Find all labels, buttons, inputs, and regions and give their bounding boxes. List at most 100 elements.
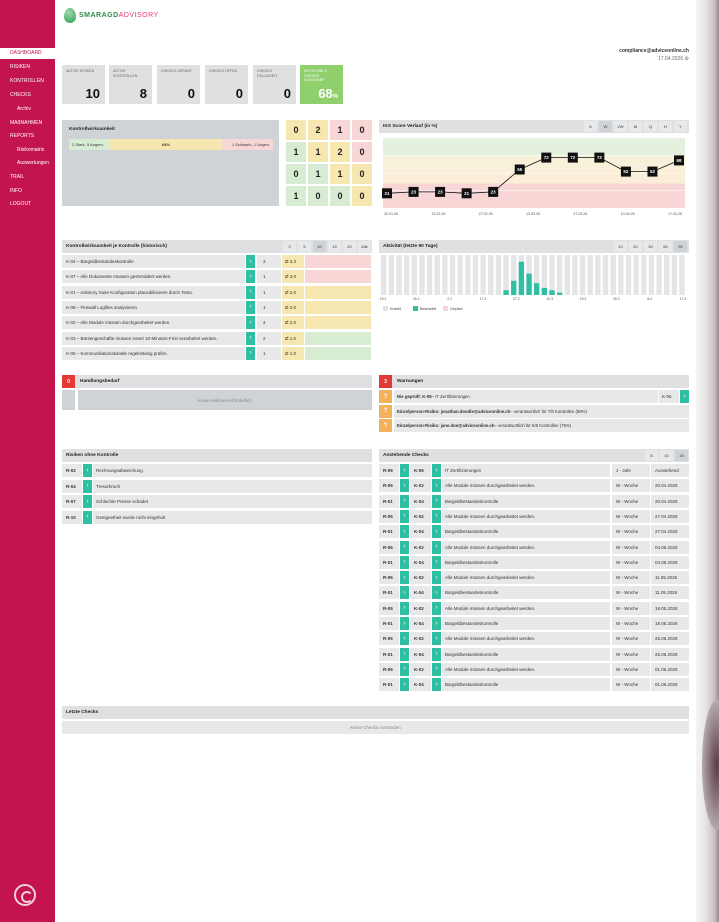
- nav-info[interactable]: INFO: [10, 188, 22, 194]
- matrix-cell[interactable]: 0: [352, 142, 372, 162]
- score-point[interactable]: [567, 152, 578, 163]
- chevron-right-icon[interactable]: ›: [432, 540, 441, 554]
- check-name[interactable]: Bargeldbestandeskontrolle: [442, 586, 610, 600]
- chevron-right-icon[interactable]: ›: [246, 316, 255, 330]
- warning-row[interactable]: Nie geprüft: K-06 – IT Zertifizierungen: [394, 390, 658, 403]
- kontroll-hist-row[interactable]: K-03 – Börsengeschäfte müssen innert 10-…: [62, 331, 245, 345]
- score-point[interactable]: [674, 155, 684, 166]
- kpi-card[interactable]: AKTIVE RISIKEN 10: [62, 65, 105, 104]
- chevron-right-icon[interactable]: ›: [432, 647, 441, 661]
- chevron-right-icon[interactable]: ›: [432, 662, 441, 676]
- check-name[interactable]: Bargeldbestandeskontrolle: [442, 617, 610, 630]
- activity-bar[interactable]: [556, 292, 563, 295]
- user-email[interactable]: compliance@adviceonline.ch: [619, 48, 689, 54]
- history-range-tab[interactable]: 3: [283, 241, 296, 252]
- kontroll-hist-row[interactable]: K-02 – Alle Module müssen durchgearbeite…: [62, 316, 245, 330]
- matrix-cell[interactable]: 1: [286, 186, 306, 206]
- chevron-right-icon[interactable]: ›: [432, 617, 441, 630]
- score-point[interactable]: [594, 152, 605, 163]
- matrix-cell[interactable]: 0: [286, 164, 306, 184]
- score-point[interactable]: [541, 152, 552, 163]
- nav-kontrollen[interactable]: KONTROLLEN: [10, 78, 44, 84]
- activity-bar[interactable]: [511, 280, 517, 295]
- matrix-cell[interactable]: 2: [308, 120, 328, 140]
- risk-name[interactable]: Tresorbruch: [93, 479, 372, 493]
- check-name[interactable]: Alle Module müssen durchgearbeitet werde…: [442, 662, 610, 676]
- chevron-right-icon[interactable]: ›: [83, 479, 92, 493]
- check-name[interactable]: Bargeldbestandeskontrolle: [442, 494, 610, 508]
- activity-bar[interactable]: [526, 273, 532, 295]
- nav-risiken[interactable]: RISIKEN: [10, 64, 31, 70]
- score-point[interactable]: [488, 186, 499, 197]
- matrix-cell[interactable]: 1: [286, 142, 306, 162]
- chevron-right-icon[interactable]: ›: [432, 632, 441, 646]
- anstehend-count-tab[interactable]: 15: [675, 450, 688, 461]
- anstehend-count-tab[interactable]: 5: [645, 450, 658, 461]
- nav-risikomatrix[interactable]: Risikomatrix: [17, 147, 45, 153]
- check-name[interactable]: Bargeldbestandeskontrolle: [442, 525, 610, 539]
- activity-range-tab[interactable]: 90: [674, 241, 687, 252]
- check-name[interactable]: Bargeldbestandeskontrolle: [442, 555, 610, 569]
- history-range-tab[interactable]: 15: [328, 241, 341, 252]
- activity-range-tab[interactable]: 60: [659, 241, 672, 252]
- score-point[interactable]: [647, 166, 658, 177]
- history-range-tab[interactable]: 10: [313, 241, 326, 252]
- nav-logout[interactable]: LOGOUT: [10, 201, 32, 207]
- chevron-right-icon[interactable]: ›: [432, 509, 441, 523]
- chevron-right-icon[interactable]: ›: [400, 617, 409, 630]
- chevron-right-icon[interactable]: ›: [432, 464, 441, 477]
- chevron-right-icon[interactable]: ›: [400, 555, 409, 569]
- score-point[interactable]: [435, 186, 446, 197]
- kpi-card[interactable]: IKS SCORE 3 CHECKS DURCHGEF 68%: [300, 65, 343, 104]
- chevron-right-icon[interactable]: ›: [246, 346, 255, 360]
- warning-row[interactable]: Einzelperson-Risiko: jonathan.doodle@adv…: [394, 404, 689, 418]
- activity-bar[interactable]: [503, 290, 509, 295]
- chevron-right-icon[interactable]: ›: [400, 494, 409, 508]
- check-name[interactable]: Alle Module müssen durchgearbeitet werde…: [442, 479, 610, 493]
- activity-bar[interactable]: [518, 261, 525, 295]
- check-name[interactable]: Bargeldbestandeskontrolle: [442, 678, 610, 692]
- chevron-right-icon[interactable]: ›: [83, 510, 92, 524]
- activity-range-tab[interactable]: 10: [614, 241, 627, 252]
- chevron-right-icon[interactable]: ›: [400, 464, 409, 477]
- check-name[interactable]: Alle Module müssen durchgearbeitet werde…: [442, 632, 610, 646]
- chevron-right-icon[interactable]: ›: [400, 525, 409, 539]
- matrix-cell[interactable]: 1: [308, 164, 328, 184]
- matrix-cell[interactable]: 1: [308, 142, 328, 162]
- iks-range-tab[interactable]: 2W: [614, 121, 627, 132]
- kpi-card[interactable]: CHECKS OFFEN 0: [205, 65, 248, 104]
- chevron-right-icon[interactable]: ›: [432, 571, 441, 585]
- kpi-card[interactable]: CHECKS GERANT 0: [157, 65, 200, 104]
- chevron-right-icon[interactable]: ›: [680, 390, 689, 403]
- kontroll-hist-row[interactable]: K-08 – Firewall Logfiles analysieren: [62, 300, 245, 314]
- chevron-right-icon[interactable]: ›: [400, 509, 409, 523]
- matrix-cell[interactable]: 0: [330, 186, 350, 206]
- iks-range-tab[interactable]: Q: [644, 121, 657, 132]
- chevron-right-icon[interactable]: ›: [400, 586, 409, 600]
- score-point[interactable]: [382, 188, 392, 199]
- chevron-right-icon[interactable]: ›: [400, 571, 409, 585]
- chevron-right-icon[interactable]: ›: [83, 464, 92, 477]
- iks-range-tab[interactable]: 6: [584, 121, 597, 132]
- history-range-tab[interactable]: 20: [343, 241, 356, 252]
- nav-massnahmen[interactable]: MAßNAHMEN: [10, 120, 43, 126]
- risk-name[interactable]: Geeignetheit wurde nicht eingeholt: [93, 510, 372, 524]
- chevron-right-icon[interactable]: ›: [400, 662, 409, 676]
- check-name[interactable]: Alle Module müssen durchgearbeitet werde…: [442, 601, 610, 615]
- chevron-right-icon[interactable]: ›: [432, 555, 441, 569]
- chevron-right-icon[interactable]: ›: [432, 494, 441, 508]
- chevron-right-icon[interactable]: ›: [400, 540, 409, 554]
- matrix-cell[interactable]: 0: [308, 186, 328, 206]
- matrix-cell[interactable]: 2: [330, 142, 350, 162]
- iks-range-tab[interactable]: M: [629, 121, 642, 132]
- check-name[interactable]: Alle Module müssen durchgearbeitet werde…: [442, 540, 610, 554]
- chevron-right-icon[interactable]: ›: [400, 632, 409, 646]
- matrix-cell[interactable]: 0: [352, 164, 372, 184]
- activity-bar[interactable]: [549, 290, 555, 295]
- chevron-right-icon[interactable]: ›: [400, 479, 409, 493]
- nav-checks[interactable]: CHECKS: [10, 92, 31, 98]
- chevron-right-icon[interactable]: ›: [432, 601, 441, 615]
- chevron-right-icon[interactable]: ›: [246, 270, 255, 284]
- kpi-card[interactable]: CHECKS FÄLLIGSEIT 0: [253, 65, 296, 104]
- chevron-right-icon[interactable]: ›: [432, 586, 441, 600]
